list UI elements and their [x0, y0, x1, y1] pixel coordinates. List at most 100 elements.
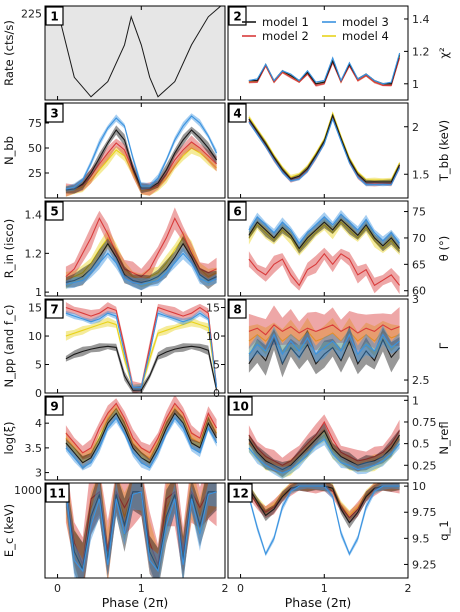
panel-number-box — [45, 396, 64, 416]
band-panel10-model2 — [248, 414, 400, 473]
ytick-label: 70 — [412, 232, 426, 245]
panel-3: 25 50 75 N_bb 3 — [2, 102, 226, 199]
xtick-label: 2 — [405, 582, 412, 595]
panel-number-box — [228, 201, 247, 221]
line-panel6-model4 — [248, 221, 401, 253]
panel-number-box — [45, 201, 64, 221]
panel-number-box — [45, 483, 70, 503]
ytick-label: 1.2 — [25, 247, 43, 260]
ytick-label: 75 — [28, 117, 42, 130]
x-axis-label-right: Phase (2π) — [285, 595, 352, 610]
y-axis-label-panel-9: log(ξ) — [2, 422, 16, 455]
panel-number-box — [228, 299, 247, 319]
ytick-label: 9.75 — [412, 506, 437, 519]
xtick-label: 1 — [138, 582, 145, 595]
line-panel4-model3 — [248, 117, 401, 186]
panel-number-box — [228, 483, 253, 503]
line-panel3-model3 — [65, 115, 218, 190]
panel-number: 5 — [50, 205, 58, 219]
legend-label: model 3 — [342, 15, 389, 29]
band-panel2-model4 — [248, 55, 400, 85]
ytick-label: 1 — [35, 286, 42, 299]
panel-number-box — [45, 299, 64, 319]
line-panel1 — [57, 6, 222, 98]
panel-2-frame — [227, 5, 409, 101]
band-panel8-model1 — [248, 326, 400, 378]
band-panel4-model1 — [248, 113, 400, 185]
ytick-label: 0.5 — [412, 438, 430, 451]
line-panel10-model4 — [248, 434, 401, 472]
line-panel9-model2 — [65, 402, 218, 454]
xtick-label: 0 — [54, 582, 61, 595]
line-panel5-model4 — [65, 236, 217, 282]
ytick-label: 10 — [206, 330, 220, 343]
y-axis-label-panel-6: θ (°) — [437, 236, 451, 261]
xtick-label: 1 — [321, 582, 328, 595]
line-panel10-model1 — [248, 429, 401, 471]
ytick-label: 1.5 — [412, 168, 430, 181]
band-panel7-model4 — [65, 317, 217, 392]
panel-7: 0 5 10 15 0 5 10 15 N_pp (and f_c) 7 — [2, 298, 226, 400]
ytick-label: 5 — [35, 359, 42, 372]
line-panel8-model1 — [248, 337, 401, 366]
ytick-label: 3 — [35, 467, 42, 480]
line-panel10-model3 — [248, 438, 401, 474]
y-axis-label-panel-3: N_bb — [2, 136, 16, 165]
band-panel6-model2 — [248, 247, 400, 295]
line-panel3-model1 — [65, 129, 218, 191]
panel-4: 1.5 2 T_bb (keV) 4 — [227, 102, 451, 199]
panel-1-background — [45, 6, 225, 100]
ytick-label: 25 — [28, 167, 42, 180]
panel-6-frame — [227, 200, 409, 297]
line-panel10-model2 — [248, 420, 401, 466]
panel-number: 3 — [50, 107, 58, 121]
legend-label: model 1 — [262, 15, 309, 29]
ytick-label: 1.2 — [412, 45, 430, 58]
panel-6: 60 65 70 75 θ (°) 6 — [227, 200, 451, 298]
line-panel5-model3 — [65, 252, 217, 285]
panel-1-frame — [44, 5, 226, 101]
line-panel3-model2 — [65, 141, 217, 191]
band-panel11-model2 — [65, 483, 217, 578]
line-panel9-model1 — [65, 412, 218, 464]
ytick-label: 9.5 — [412, 532, 430, 545]
x-axis-label-left: Phase (2π) — [102, 595, 169, 610]
band-panel3-model1 — [65, 125, 217, 194]
panel-5-frame — [44, 200, 226, 297]
line-panel8-model4 — [248, 330, 400, 342]
line-panel2-model3 — [248, 52, 401, 85]
ytick-label: 10 — [412, 480, 426, 493]
ytick-label: 75 — [412, 206, 426, 219]
ytick-label: 1 — [412, 78, 419, 91]
ytick-label: 65 — [412, 258, 426, 271]
y-axis-label-panel-10: N_refl — [437, 421, 451, 454]
line-panel5-model2 — [65, 217, 217, 278]
ytick-label: 1000 — [14, 484, 42, 497]
legend-label: model 2 — [262, 29, 309, 43]
panel-number-box — [228, 6, 247, 26]
y-axis-label-panel-2: χ² — [437, 47, 451, 58]
line-panel4-model4 — [248, 111, 401, 181]
line-panel3-model4 — [65, 147, 217, 192]
panel-number: 11 — [49, 487, 66, 501]
line-panel7-model3 — [65, 312, 218, 388]
ytick-label: 15 — [28, 302, 42, 315]
line-panel9-model4 — [65, 407, 218, 459]
panel-number: 6 — [233, 205, 241, 219]
panel-number-box — [228, 396, 253, 416]
y-axis-label-panel-8: Γ — [437, 342, 451, 349]
band-panel12-model3 — [248, 483, 400, 557]
panel-1: 225 Rate (cts/s) 1 — [2, 5, 226, 101]
panel-10: 0.25 0.5 0.75 1 N_refl 10 — [227, 394, 451, 481]
line-panel8-model3 — [248, 333, 400, 356]
band-panel7-model2 — [65, 302, 217, 393]
band-panel9-model2 — [65, 396, 217, 461]
y-axis-label-panel-4: T_bb (keV) — [437, 120, 451, 182]
line-panel5-model1 — [65, 242, 217, 283]
line-panel6-model1 — [248, 218, 401, 250]
panel-5: 1 1.2 1.4 R_in (isco) 5 — [2, 200, 226, 299]
ytick-label: 15 — [206, 302, 220, 315]
